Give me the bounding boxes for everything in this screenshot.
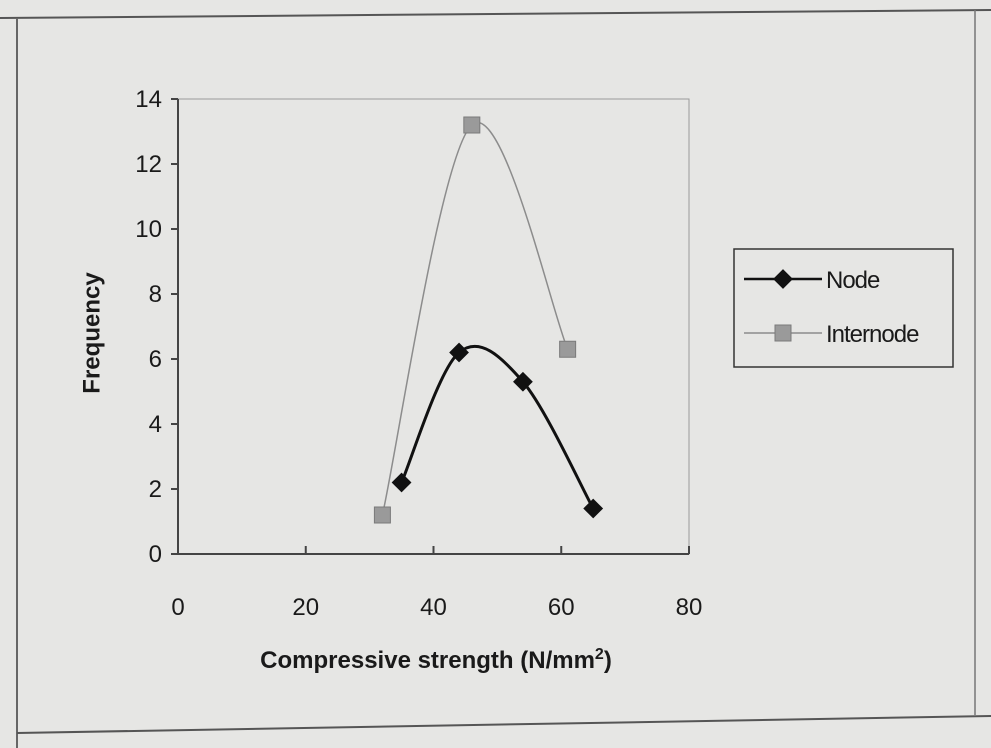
data-point-internode xyxy=(559,340,577,358)
y-tick-label: 8 xyxy=(149,281,162,308)
data-point-node xyxy=(583,498,604,519)
x-tick-label: 80 xyxy=(676,594,703,621)
x-axis-title: Compressive strength (N/mm2) xyxy=(260,646,612,674)
data-point-node xyxy=(513,371,533,392)
y-tick-label: 6 xyxy=(149,346,162,373)
x-axis-title-main: Compressive strength (N/mm xyxy=(260,647,595,674)
x-axis-title-superscript: 2 xyxy=(595,646,604,663)
y-tick-label: 2 xyxy=(149,476,162,503)
legend-entry-internode: Internode xyxy=(744,321,920,348)
legend: Node Internode xyxy=(733,248,954,368)
x-tick-label: 20 xyxy=(292,594,319,621)
y-axis-title: Frequency xyxy=(78,272,105,394)
y-tick-label: 0 xyxy=(149,541,162,568)
y-tick-label: 4 xyxy=(149,411,162,438)
x-axis-title-suffix: ) xyxy=(604,647,612,674)
x-axis-ticks: 0 20 40 60 80 xyxy=(171,546,702,621)
y-tick-label: 14 xyxy=(135,86,162,113)
data-point-node xyxy=(391,472,412,493)
legend-box xyxy=(733,248,954,368)
data-point-internode xyxy=(373,506,391,524)
x-tick-label: 40 xyxy=(420,594,447,621)
y-tick-label: 10 xyxy=(135,216,162,243)
plot-area xyxy=(177,98,690,555)
series-markers xyxy=(373,116,604,524)
x-tick-label: 0 xyxy=(171,594,184,621)
data-point-internode xyxy=(463,116,481,134)
data-point-node xyxy=(449,342,469,363)
frame-bottom-border xyxy=(16,715,991,734)
series-lines xyxy=(381,121,595,516)
x-tick-label: 60 xyxy=(548,594,575,621)
legend-entry-node: Node xyxy=(744,267,881,294)
legend-internode-label: Internode xyxy=(826,321,919,348)
y-axis-ticks: 0 2 4 6 8 10 12 14 xyxy=(135,86,178,568)
legend-node-label: Node xyxy=(826,267,880,294)
series-line-node xyxy=(400,344,595,510)
legend-node-marker xyxy=(773,269,793,289)
frame-top-border xyxy=(0,9,991,19)
y-tick-label: 12 xyxy=(135,151,162,178)
legend-internode-marker xyxy=(774,324,792,342)
